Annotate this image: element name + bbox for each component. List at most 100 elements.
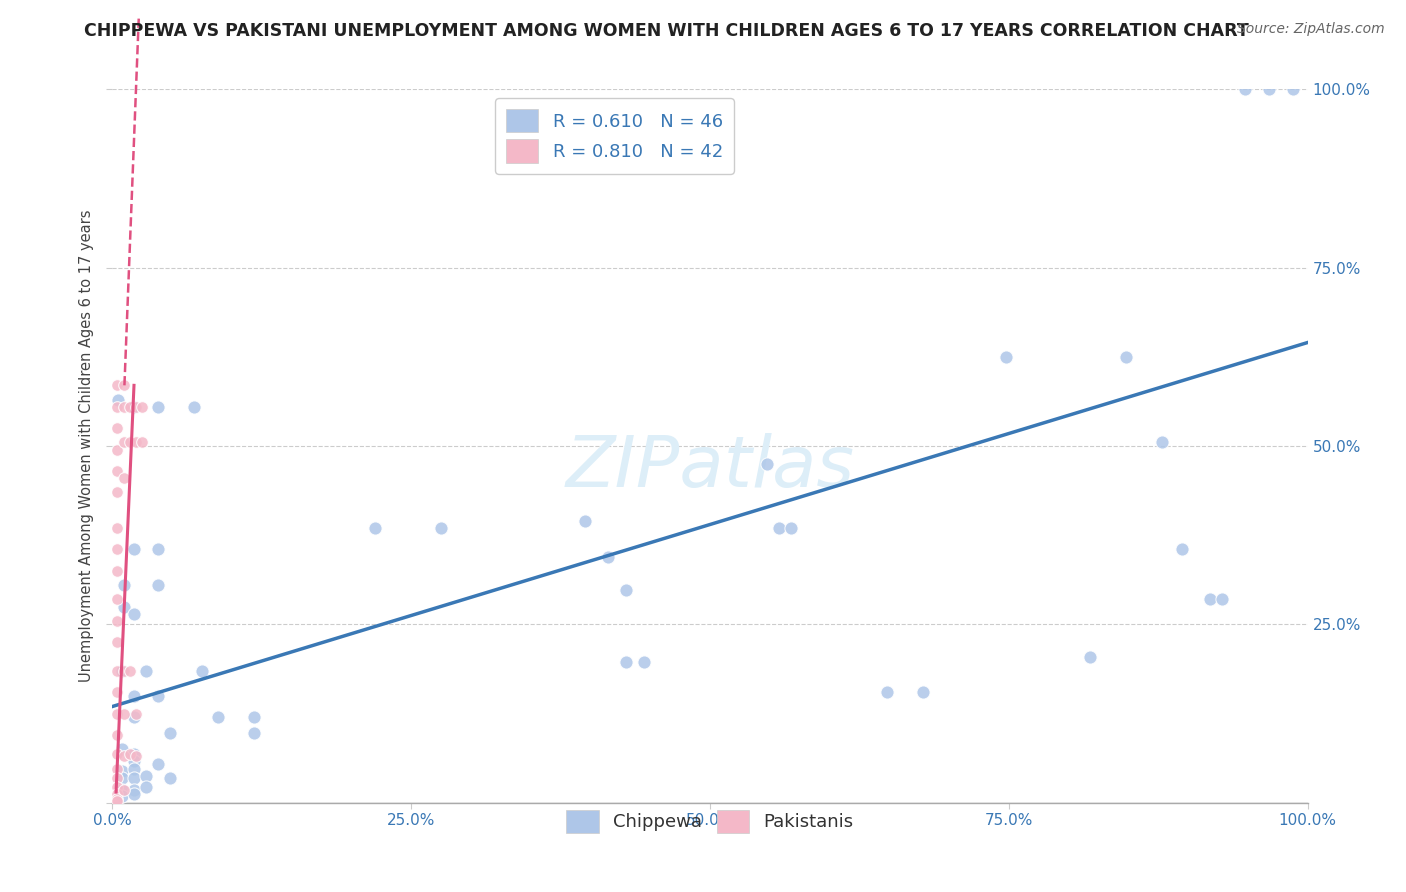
Point: [135, 664, 157, 678]
Point: [159, 726, 181, 740]
Point: [616, 655, 638, 669]
Point: [242, 710, 264, 724]
Point: [105, 792, 128, 806]
Point: [430, 521, 453, 535]
Point: [1282, 82, 1305, 96]
Point: [364, 521, 387, 535]
Point: [122, 755, 145, 769]
Point: [105, 564, 128, 578]
Point: [105, 421, 128, 435]
Point: [125, 749, 148, 764]
Point: [105, 635, 128, 649]
Point: [768, 521, 790, 535]
Point: [1258, 82, 1281, 96]
Point: [122, 710, 145, 724]
Point: [1078, 649, 1101, 664]
Point: [633, 655, 655, 669]
Point: [574, 514, 596, 528]
Point: [114, 400, 135, 414]
Point: [120, 664, 142, 678]
Point: [105, 485, 128, 500]
Text: Source: ZipAtlas.com: Source: ZipAtlas.com: [1237, 22, 1385, 37]
Point: [122, 747, 145, 762]
Point: [183, 400, 205, 414]
Point: [105, 521, 128, 535]
Point: [146, 756, 169, 771]
Point: [911, 685, 934, 699]
Point: [111, 783, 134, 797]
Point: [105, 771, 128, 785]
Point: [120, 400, 142, 414]
Point: [105, 685, 128, 699]
Point: [114, 578, 135, 592]
Point: [105, 706, 128, 721]
Point: [111, 789, 134, 803]
Point: [120, 747, 142, 762]
Point: [122, 783, 145, 797]
Point: [1115, 350, 1137, 364]
Point: [1198, 592, 1220, 607]
Point: [105, 592, 128, 607]
Point: [122, 787, 145, 801]
Point: [111, 742, 134, 756]
Point: [1211, 592, 1233, 607]
Point: [105, 400, 128, 414]
Text: ZIPatlas: ZIPatlas: [565, 433, 855, 502]
Point: [105, 747, 128, 762]
Point: [114, 706, 135, 721]
Point: [122, 607, 145, 621]
Point: [122, 762, 145, 776]
Point: [120, 435, 142, 450]
Text: CHIPPEWA VS PAKISTANI UNEMPLOYMENT AMONG WOMEN WITH CHILDREN AGES 6 TO 17 YEARS : CHIPPEWA VS PAKISTANI UNEMPLOYMENT AMONG…: [84, 22, 1249, 40]
Point: [159, 771, 181, 785]
Point: [114, 783, 135, 797]
Point: [131, 435, 153, 450]
Point: [105, 787, 128, 801]
Point: [122, 400, 145, 414]
Point: [780, 521, 803, 535]
Point: [122, 771, 145, 785]
Point: [146, 542, 169, 557]
Point: [135, 780, 157, 794]
Point: [105, 780, 128, 794]
Point: [105, 378, 128, 392]
Point: [207, 710, 229, 724]
Point: [114, 471, 135, 485]
Point: [125, 706, 148, 721]
Point: [125, 435, 148, 450]
Point: [146, 400, 169, 414]
Point: [135, 769, 157, 783]
Point: [756, 457, 779, 471]
Point: [598, 549, 620, 564]
Point: [111, 764, 134, 778]
Point: [122, 542, 145, 557]
Point: [105, 614, 128, 628]
Point: [191, 664, 214, 678]
Point: [105, 762, 128, 776]
Point: [146, 578, 169, 592]
Point: [114, 378, 135, 392]
Point: [131, 400, 153, 414]
Point: [616, 583, 638, 598]
Point: [122, 689, 145, 703]
Point: [114, 664, 135, 678]
Point: [146, 689, 169, 703]
Point: [107, 392, 129, 407]
Legend: Chippewa, Pakistanis: Chippewa, Pakistanis: [560, 803, 860, 840]
Point: [1150, 435, 1173, 450]
Point: [105, 442, 128, 457]
Point: [111, 664, 134, 678]
Point: [995, 350, 1018, 364]
Point: [111, 771, 134, 785]
Point: [114, 749, 135, 764]
Y-axis label: Unemployment Among Women with Children Ages 6 to 17 years: Unemployment Among Women with Children A…: [79, 210, 94, 682]
Point: [105, 542, 128, 557]
Point: [125, 400, 148, 414]
Point: [1234, 82, 1257, 96]
Point: [242, 726, 264, 740]
Point: [105, 794, 128, 808]
Point: [105, 728, 128, 742]
Point: [1171, 542, 1194, 557]
Point: [105, 464, 128, 478]
Point: [114, 435, 135, 450]
